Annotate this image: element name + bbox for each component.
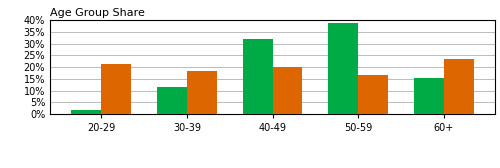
Bar [102,64,132,114]
Bar [414,78,444,114]
Bar [272,67,302,114]
Bar [358,75,388,114]
Legend: Parliament, NZ Voting Cohort: Parliament, NZ Voting Cohort [176,165,370,168]
Bar [444,59,474,114]
Bar [157,87,187,114]
Bar [72,110,102,114]
Bar [187,71,217,114]
Text: Age Group Share: Age Group Share [50,8,145,18]
Bar [328,23,358,114]
Bar [242,39,272,114]
